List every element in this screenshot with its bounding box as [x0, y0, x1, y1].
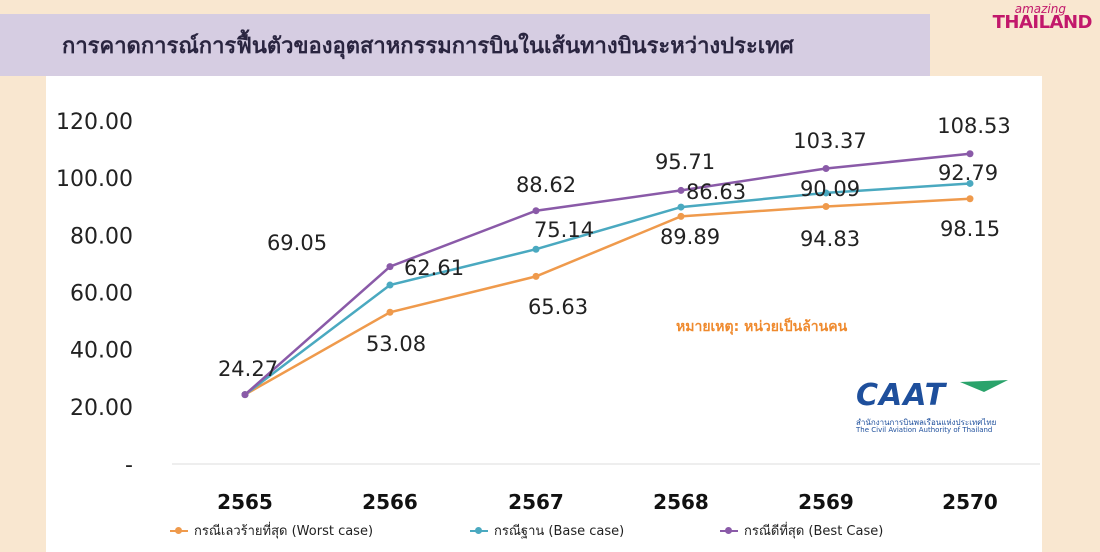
y-tick-label: 100.00: [56, 167, 133, 192]
data-point-base: [966, 179, 974, 187]
y-tick-label: -: [125, 453, 133, 478]
x-tick-label: 2570: [942, 490, 998, 514]
data-point-worst: [966, 195, 974, 203]
chart-panel: [46, 76, 1042, 552]
data-point-worst: [386, 308, 394, 316]
legend-item-worst: กรณีเลวร้ายที่สุด (Worst case): [170, 520, 373, 541]
amazing-thailand-logo: amazing THAILAND: [993, 0, 1094, 58]
data-label: 65.63: [528, 295, 588, 319]
data-label: 94.83: [800, 227, 860, 251]
data-label: 95.71: [655, 150, 715, 174]
caat-swoosh-icon: [960, 380, 1008, 392]
x-tick-label: 2568: [653, 490, 709, 514]
data-label: 88.62: [516, 173, 576, 197]
y-tick-label: 120.00: [56, 110, 133, 135]
data-point-worst: [532, 272, 540, 280]
data-label: 103.37: [793, 129, 866, 153]
series-line-base: [244, 182, 971, 396]
data-point-best: [386, 263, 394, 271]
data-point-base: [532, 245, 540, 253]
data-point-best: [677, 186, 685, 194]
chart-title: การคาดการณ์การฟื้นตัวของอุตสาหกรรมการบิน…: [62, 34, 794, 59]
data-label: 69.05: [267, 231, 327, 255]
title-bar: [0, 14, 930, 76]
legend-label-best: กรณีดีที่สุด (Best Case): [744, 524, 884, 539]
data-point-base: [386, 281, 394, 289]
logo-amazing-text: amazing: [1014, 2, 1066, 16]
x-tick-label: 2569: [798, 490, 854, 514]
data-label: 90.09: [800, 177, 860, 201]
y-tick-label: 80.00: [70, 224, 133, 249]
legend-swatch-worst: [170, 526, 188, 534]
data-point-best: [822, 165, 830, 173]
data-label: 98.15: [940, 217, 1000, 241]
legend-swatch-base: [470, 526, 488, 534]
y-tick-label: 20.00: [70, 396, 133, 421]
series-line-worst: [244, 197, 971, 396]
data-point-best: [532, 207, 540, 215]
data-point-best: [241, 391, 249, 399]
logo-thailand-text: THAILAND: [992, 12, 1093, 33]
data-point-best: [966, 150, 974, 158]
caat-logo: CAAT สำนักงานการบินพลเรือนแห่งประเทศไทย …: [852, 378, 1012, 438]
y-tick-label: 40.00: [70, 339, 133, 364]
x-tick-label: 2565: [217, 490, 273, 514]
data-label: 24.27: [218, 357, 278, 381]
data-label: 86.63: [686, 180, 746, 204]
caat-english-name: The Civil Aviation Authority of Thailand: [856, 426, 993, 434]
data-label: 92.79: [938, 161, 998, 185]
data-label: 108.53: [937, 114, 1010, 138]
x-tick-label: 2566: [362, 490, 418, 514]
data-point-base: [677, 203, 685, 211]
legend-item-best: กรณีดีที่สุด (Best Case): [720, 520, 883, 541]
x-tick-label: 2567: [508, 490, 564, 514]
unit-note: หมายเหตุ: หน่วยเป็นล้านคน: [676, 319, 848, 335]
legend-label-base: กรณีฐาน (Base case): [494, 524, 625, 539]
data-label: 62.61: [404, 256, 464, 280]
caat-wordmark: CAAT: [856, 378, 947, 413]
legend-swatch-best: [720, 526, 738, 534]
data-point-worst: [677, 212, 685, 220]
legend-label-worst: กรณีเลวร้ายที่สุด (Worst case): [194, 524, 374, 539]
data-point-worst: [822, 202, 830, 210]
legend-item-base: กรณีฐาน (Base case): [470, 520, 624, 541]
data-label: 75.14: [534, 218, 594, 242]
data-label: 89.89: [660, 225, 720, 249]
caat-thai-name: สำนักงานการบินพลเรือนแห่งประเทศไทย: [856, 418, 997, 427]
data-label: 53.08: [366, 332, 426, 356]
y-tick-label: 60.00: [70, 282, 133, 307]
series-line-best: [244, 152, 971, 396]
data-point-base: [822, 189, 830, 197]
